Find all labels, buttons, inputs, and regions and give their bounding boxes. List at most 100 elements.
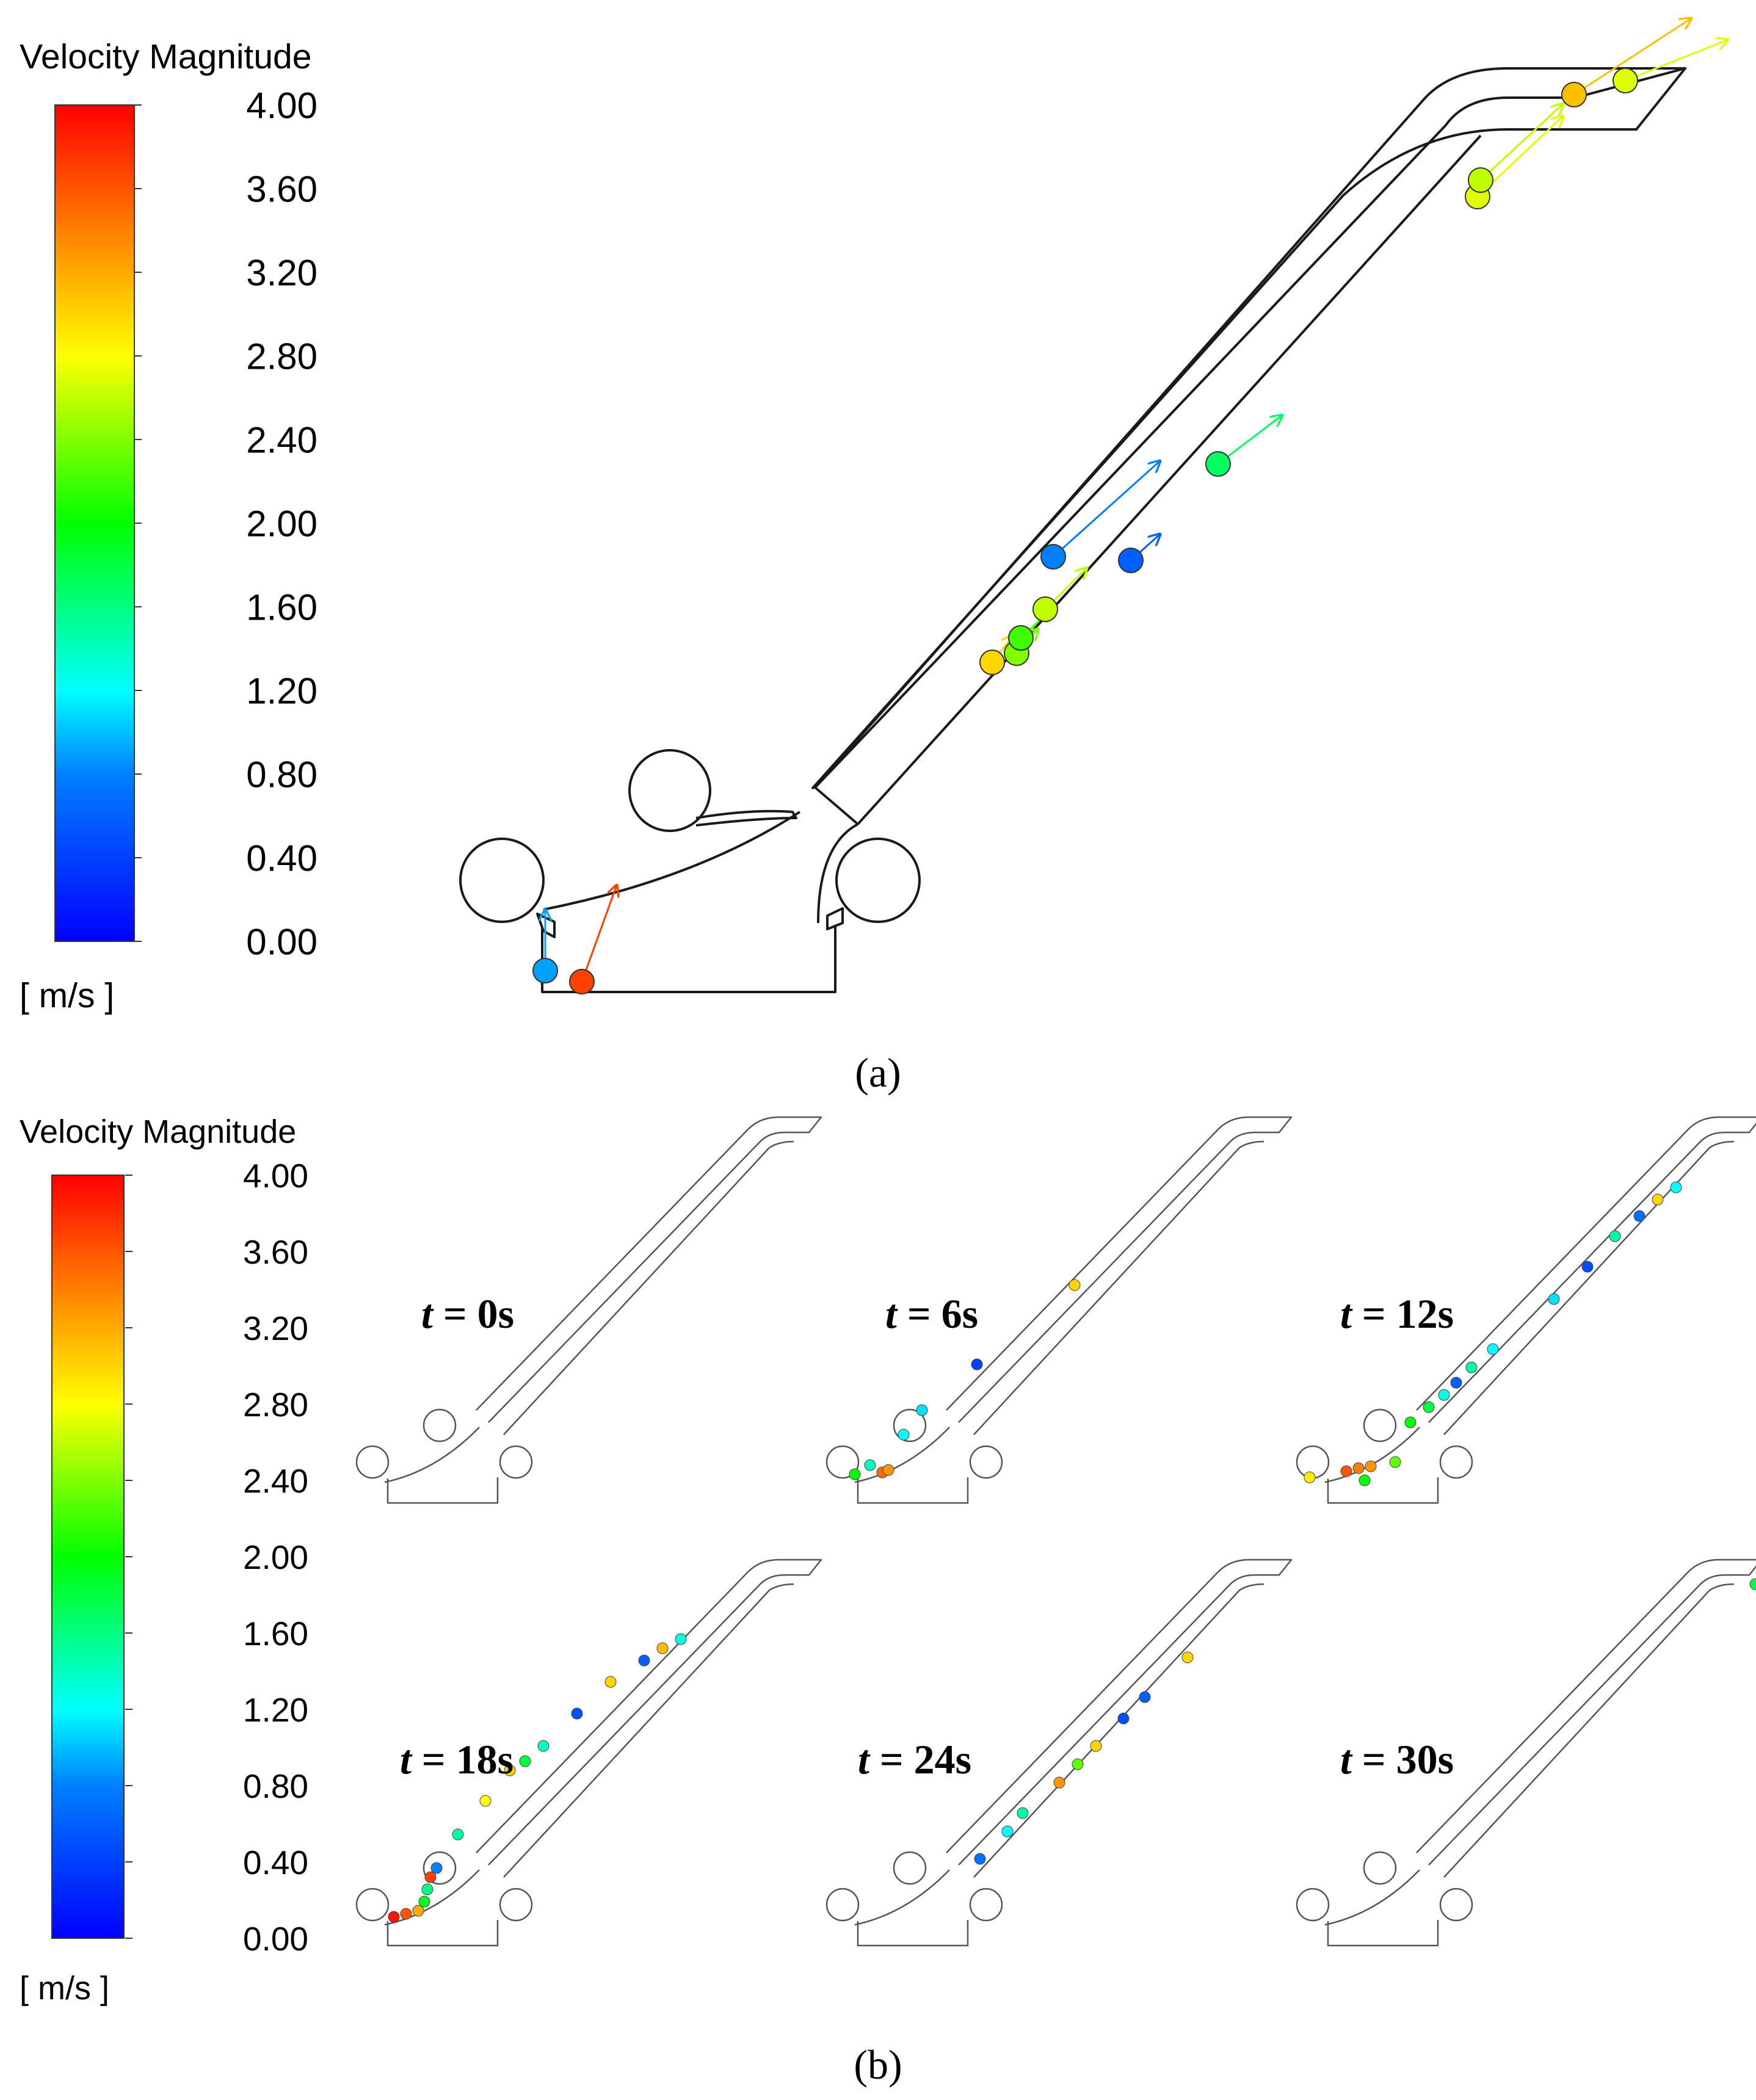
particle <box>1090 1740 1102 1752</box>
particle <box>1609 1230 1621 1242</box>
mini-hopper <box>857 1477 969 1504</box>
particle <box>519 1755 531 1767</box>
legend-b-tick-label: 1.20 <box>243 1691 308 1729</box>
particle <box>1032 596 1058 622</box>
time-panel <box>355 1116 822 1504</box>
idler-pulley-left <box>459 838 545 923</box>
legend-a-unit: [ m/s ] <box>20 976 114 1015</box>
legend-a-tick-label: 0.80 <box>246 755 317 795</box>
time-panel <box>825 1559 1293 1947</box>
particle <box>412 1905 424 1917</box>
mini-pulley-right <box>499 1888 533 1922</box>
transfer-divider <box>814 786 859 825</box>
legend-b-title: Velocity Magnitude <box>20 1113 296 1150</box>
mini-pulley-left <box>825 1888 860 1922</box>
upper-belt-line <box>814 67 1686 789</box>
velocity-vector <box>581 885 617 982</box>
time-panel <box>825 1116 1293 1504</box>
legend-a-tick-label: 0.40 <box>246 838 317 879</box>
particle <box>1181 1651 1194 1664</box>
time-label-variable: t <box>885 1291 898 1337</box>
particle <box>537 1740 550 1752</box>
legend-b-tick-label: 0.80 <box>243 1767 308 1805</box>
particle <box>1749 1578 1756 1590</box>
legend-b-tick-label: 3.60 <box>243 1233 308 1271</box>
particle <box>400 1908 412 1920</box>
mini-conveyor-template <box>825 1559 1293 1947</box>
legend-a-tick-label: 1.60 <box>246 587 317 628</box>
mini-conveyor-template <box>355 1559 822 1947</box>
time-label-variable: t <box>421 1291 434 1337</box>
mini-conveyor-template <box>355 1116 822 1504</box>
mini-hopper <box>1327 1477 1439 1504</box>
time-label: t = 18s <box>400 1736 513 1783</box>
legend-a-tick-label: 2.80 <box>246 336 317 377</box>
particle <box>504 1764 516 1776</box>
particle <box>1359 1474 1371 1486</box>
time-label: t = 0s <box>421 1291 514 1337</box>
legend-b-tick-label: 0.00 <box>243 1920 308 1958</box>
mini-pulley-top <box>423 1408 457 1443</box>
mini-hopper <box>386 1920 499 1947</box>
particle <box>974 1853 986 1865</box>
particle <box>1652 1193 1664 1206</box>
particle <box>1040 544 1066 570</box>
legend-a-tick-label: 1.20 <box>246 671 317 712</box>
legend-b-tick-label: 2.00 <box>243 1538 308 1576</box>
mini-belt-lower <box>503 1140 794 1435</box>
time-label-variable: t <box>1340 1736 1353 1783</box>
figure-b: Velocity Magnitude 4.00 3.60 3.20 2.80 2.40 2… <box>20 1113 1756 2088</box>
mini-belt-upper <box>946 1559 1293 1866</box>
curved-liner <box>543 811 801 911</box>
legend-a-tick-label: 4.00 <box>246 85 317 126</box>
time-label-value: = 12s <box>1352 1291 1454 1337</box>
time-label-value: = 6s <box>897 1291 978 1337</box>
figure-a: Velocity Magnitude 4.00 3.60 3.20 2.80 2.40 2… <box>20 18 1728 1096</box>
velocity-vector <box>1573 18 1691 96</box>
particle <box>1404 1416 1417 1428</box>
particle <box>849 1468 861 1480</box>
mini-belt-lower <box>503 1583 794 1878</box>
particle <box>452 1828 464 1841</box>
legend-a-tick-label: 2.40 <box>246 420 317 461</box>
legend-a: Velocity Magnitude 4.00 3.60 3.20 2.80 2.40 2… <box>20 37 317 1015</box>
particle <box>1613 68 1638 93</box>
particle <box>1633 1210 1645 1222</box>
particle <box>532 958 558 983</box>
lower-belt-line <box>857 134 1482 825</box>
particle <box>1352 1462 1365 1474</box>
legend-a-title: Velocity Magnitude <box>20 37 311 76</box>
legend-a-tick-label: 3.20 <box>246 253 317 294</box>
particle <box>1139 1691 1151 1703</box>
mini-pulley-left <box>355 1445 390 1479</box>
mini-liner <box>1324 1427 1420 1483</box>
mini-conveyor-template <box>825 1116 1293 1504</box>
right-wedge <box>826 907 844 930</box>
conveyor-geometry-a <box>459 67 1686 993</box>
mini-belt-upper <box>476 1559 822 1866</box>
idler-pulley-right <box>835 838 921 923</box>
particle <box>916 1404 928 1416</box>
legend-b-tick-label: 1.60 <box>243 1615 308 1653</box>
mini-pulley-left <box>1296 1888 1330 1922</box>
time-label: t = 12s <box>1340 1291 1454 1337</box>
particle <box>1068 1279 1081 1291</box>
particle <box>421 1883 434 1895</box>
particle <box>424 1871 437 1883</box>
time-label-value: = 24s <box>869 1736 971 1783</box>
mini-belt-lower <box>1443 1140 1735 1435</box>
mini-pulley-right <box>969 1888 1003 1922</box>
particle <box>656 1642 669 1654</box>
mini-belt-lower <box>973 1140 1264 1435</box>
caption-b: (b) <box>854 2041 902 2088</box>
particle <box>418 1895 430 1908</box>
legend-a-ticks: 4.00 3.60 3.20 2.80 2.40 2.00 1.60 1.20 0.80 0.40… <box>134 85 317 963</box>
particle <box>1548 1293 1560 1305</box>
velocity-vector <box>1052 461 1160 558</box>
particle <box>571 1707 583 1720</box>
particle <box>1487 1343 1499 1355</box>
time-label-variable: t <box>1340 1291 1353 1337</box>
legend-b-tick-label: 2.40 <box>243 1462 308 1500</box>
particle <box>1001 1825 1014 1838</box>
chute-outline <box>811 67 1686 790</box>
